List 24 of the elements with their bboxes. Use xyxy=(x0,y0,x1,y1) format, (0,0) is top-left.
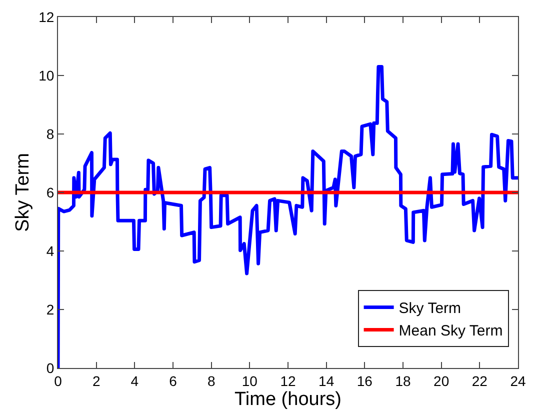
legend-label: Sky Term xyxy=(398,300,462,318)
x-tick-label: 4 xyxy=(130,372,139,389)
y-axis-title: Sky Term xyxy=(12,153,34,232)
y-tick-label: 6 xyxy=(46,184,54,200)
x-tick-label: 2 xyxy=(92,372,100,389)
x-tick-label: 24 xyxy=(510,372,526,389)
x-tick-label: 8 xyxy=(207,372,216,389)
x-tick-label: 22 xyxy=(472,372,488,389)
y-tick-label: 4 xyxy=(46,242,54,259)
x-tick-label: 18 xyxy=(395,372,411,389)
y-tick-label: 10 xyxy=(38,67,54,84)
x-tick-label: 16 xyxy=(356,372,373,389)
y-tick-label: 12 xyxy=(38,8,54,25)
x-tick-label: 20 xyxy=(434,372,450,389)
y-tick-label: 0 xyxy=(46,360,54,376)
y-tick-label: 2 xyxy=(46,301,54,318)
x-tick-label: 10 xyxy=(242,372,258,389)
y-tick-label: 8 xyxy=(46,126,54,142)
x-axis-title: Time (hours) xyxy=(234,388,342,410)
x-tick-label: 12 xyxy=(280,372,296,389)
line-series xyxy=(58,64,518,368)
x-tick-label: 14 xyxy=(318,372,334,389)
x-tick-label: 6 xyxy=(169,372,178,389)
legend-label: Mean Sky Term xyxy=(398,322,503,340)
